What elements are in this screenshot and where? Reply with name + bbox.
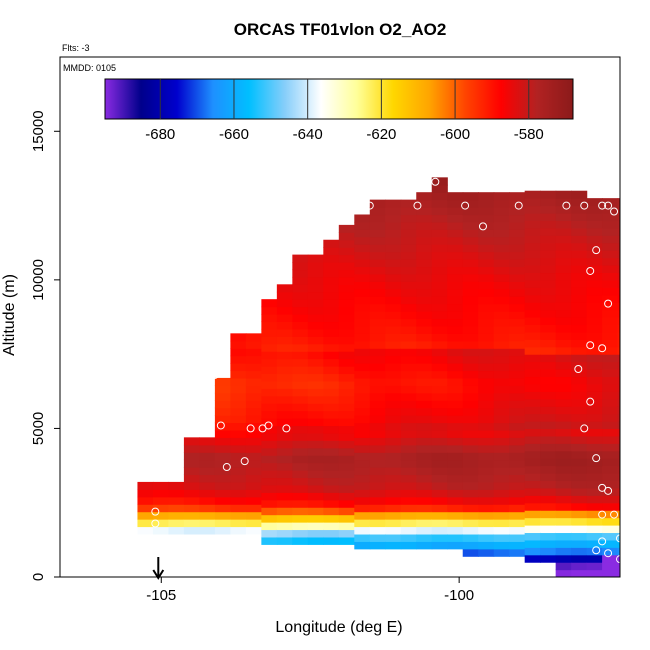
x-tick-label: -105 bbox=[146, 587, 176, 604]
observation-point bbox=[478, 222, 487, 231]
x-axis-label: Longitude (deg E) bbox=[275, 619, 402, 636]
colorbar-tick-label: -680 bbox=[145, 126, 175, 143]
observation-point bbox=[461, 201, 470, 210]
observation-point bbox=[151, 519, 160, 528]
observation-point bbox=[592, 246, 601, 255]
observation-points bbox=[151, 177, 620, 564]
colorbar: -680 -660 -640 -620 -600 -580 bbox=[104, 78, 574, 143]
observation-point bbox=[163, 454, 172, 463]
observation-point bbox=[264, 421, 273, 430]
observation-point bbox=[562, 201, 571, 210]
observation-point bbox=[604, 299, 613, 308]
observation-point bbox=[604, 201, 613, 210]
observation-point bbox=[604, 486, 613, 495]
heatmap bbox=[137, 177, 620, 577]
observation-point bbox=[586, 341, 595, 350]
observation-point bbox=[580, 201, 589, 210]
colorbar-tick-label: -580 bbox=[514, 126, 544, 143]
flights-label: Flts: -3 bbox=[62, 43, 90, 53]
observation-point bbox=[246, 424, 255, 433]
observation-point bbox=[282, 424, 291, 433]
observation-point bbox=[210, 370, 219, 379]
observation-point bbox=[598, 201, 607, 210]
observation-point bbox=[598, 344, 607, 353]
observation-point bbox=[586, 397, 595, 406]
colorbar-tick-label: -640 bbox=[293, 126, 323, 143]
x-axis: -105 -100 bbox=[146, 577, 474, 604]
y-tick-label: 15000 bbox=[30, 110, 47, 152]
observation-point bbox=[413, 201, 422, 210]
observation-point bbox=[574, 365, 583, 373]
observation-point bbox=[610, 207, 619, 216]
observation-point bbox=[592, 454, 601, 463]
observation-point bbox=[210, 335, 219, 344]
observation-point bbox=[580, 424, 589, 433]
observation-point bbox=[604, 549, 613, 558]
observation-point bbox=[592, 546, 601, 555]
observation-point bbox=[586, 266, 595, 275]
observation-point bbox=[616, 555, 620, 564]
observation-point bbox=[240, 457, 249, 466]
observation-point bbox=[318, 210, 327, 219]
colorbar-gradient bbox=[104, 78, 574, 120]
observation-point bbox=[193, 394, 202, 403]
observation-point bbox=[300, 213, 309, 222]
colorbar-tick-label: -620 bbox=[366, 126, 396, 143]
position-arrow bbox=[152, 557, 165, 580]
observation-point bbox=[151, 507, 160, 516]
observation-point bbox=[198, 365, 207, 373]
observation-point bbox=[336, 195, 344, 204]
observation-point bbox=[222, 463, 231, 472]
colorbar-tick-label: -600 bbox=[440, 126, 470, 143]
observation-point bbox=[598, 510, 607, 519]
observation-point bbox=[181, 418, 190, 427]
y-axis-label: Altitude (m) bbox=[1, 274, 18, 356]
observation-point bbox=[216, 421, 225, 430]
chart-title: ORCAS TF01vlon O2_AO2 bbox=[234, 20, 447, 39]
y-tick-label: 5000 bbox=[30, 412, 47, 445]
y-tick-label: 10000 bbox=[30, 259, 47, 301]
observation-point bbox=[598, 537, 607, 546]
y-tick-label: 0 bbox=[30, 573, 47, 581]
observation-point bbox=[616, 534, 620, 543]
observation-point bbox=[431, 177, 440, 186]
plot-frame bbox=[59, 56, 621, 578]
observation-point bbox=[514, 201, 523, 210]
colorbar-tick-label: -660 bbox=[219, 126, 249, 143]
y-axis: 0 5000 10000 15000 bbox=[30, 110, 60, 581]
mmdd-label: MMDD: 0105 bbox=[63, 63, 116, 73]
observation-point bbox=[365, 201, 374, 210]
x-tick-label: -100 bbox=[444, 587, 474, 604]
observation-point bbox=[610, 510, 619, 519]
